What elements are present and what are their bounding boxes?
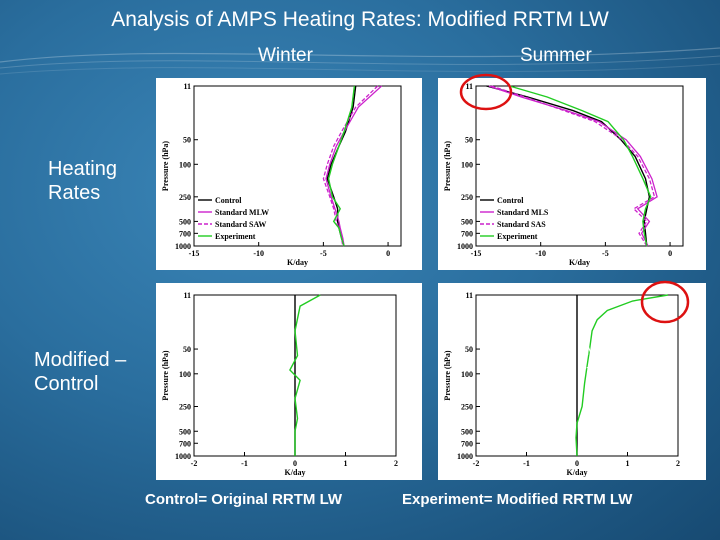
heating-summer-xtick-label: -5 xyxy=(602,249,609,258)
heating-winter-ytick-label: 50 xyxy=(183,136,191,145)
diff-winter-chart: 11 50 100 250 500 700 1000-2 -1 0 1 2 K/day Pressure… xyxy=(161,291,398,477)
max-delta-note: Max Δ ~1.8K/d xyxy=(510,293,556,325)
diff-winter-ytick-label: 100 xyxy=(179,370,191,379)
heating-winter-xtick-label: -5 xyxy=(320,249,327,258)
diff-winter-series-experiment xyxy=(289,294,321,456)
heating-winter-ytick-label: 11 xyxy=(183,82,191,91)
diff-winter-xtick-label: 0 xyxy=(293,459,297,468)
heating-summer-ytick-label: 50 xyxy=(465,136,473,145)
heating-summer-legend-label: Standard MLS xyxy=(497,208,549,217)
diff-summer-xtick-label: 2 xyxy=(676,459,680,468)
diff-summer-xtick-label: 1 xyxy=(626,459,630,468)
heating-winter-legend-label: Experiment xyxy=(215,232,256,241)
summer-column-title: Summer xyxy=(520,45,592,66)
diff-winter-panel: 11 50 100 250 500 700 1000 -2 -1 0 1 2 K/day Pressure… xyxy=(156,283,422,480)
diff-summer-xtick-label: -2 xyxy=(473,459,480,468)
heating-summer-ytick-label: 1000 xyxy=(457,242,473,251)
diff-winter-ytick-label: 250 xyxy=(179,403,191,412)
diff-winter-ytick-label: 50 xyxy=(183,345,191,354)
diff-summer-ytick-label: 250 xyxy=(461,403,473,412)
heating-winter-ytick-label: 1000 xyxy=(175,242,191,251)
heating-summer-legend-label: Control xyxy=(497,196,524,205)
heating-summer-series-experiment xyxy=(509,85,652,247)
heating-summer-legend-label: Standard SAS xyxy=(497,220,546,229)
heating-winter-ylabel: Pressure (hPa) xyxy=(161,141,170,191)
diff-winter-xtick-label: -2 xyxy=(191,459,198,468)
diff-summer-ytick-label: 500 xyxy=(461,427,473,436)
heating-winter-xtick-label: 0 xyxy=(386,249,390,258)
heating-winter-ytick-label: 500 xyxy=(179,217,191,226)
diff-winter-ytick-label: 11 xyxy=(183,291,191,300)
heating-winter-xtick-label: -15 xyxy=(189,249,200,258)
diff-summer-ytick-label: 50 xyxy=(465,345,473,354)
diff-summer-xlabel: K/day xyxy=(567,468,588,477)
heating-winter-xtick-label: -10 xyxy=(253,249,264,258)
slide-title: Analysis of AMPS Heating Rates: Modified… xyxy=(111,8,609,31)
diff-winter-ytick-label: 1000 xyxy=(175,452,191,461)
mt-delta-note: MT ΔT 5 days: ~9 K xyxy=(586,343,671,375)
heating-winter-series-experiment xyxy=(327,85,356,247)
heating-summer-legend-label: Experiment xyxy=(497,232,538,241)
control-definition: Control= Original RRTM LW xyxy=(145,491,343,508)
heating-summer-ytick-label: 11 xyxy=(465,82,473,91)
diff-summer-xtick-label: -1 xyxy=(523,459,530,468)
heating-summer-chart: 11 50 100 250 500 700 1000-15 -10 -5 0 K/day Pressu… xyxy=(443,82,684,267)
diff-winter-ylabel: Pressure (hPa) xyxy=(161,350,170,400)
diff-summer-series-experiment xyxy=(575,294,669,457)
diff-summer-ytick-label: 700 xyxy=(461,439,473,448)
diff-winter-ytick-label: 500 xyxy=(179,427,191,436)
heating-winter-axes-box xyxy=(193,85,402,247)
heating-summer-xtick-label: 0 xyxy=(668,249,672,258)
heating-summer-ytick-label: 700 xyxy=(461,229,473,238)
heating-rates-label: Heating Rates xyxy=(48,158,117,204)
heating-summer-axes-box xyxy=(475,85,684,247)
heating-winter-ytick-label: 250 xyxy=(179,193,191,202)
heating-winter-legend-label: Control xyxy=(215,196,242,205)
heating-winter-chart: 11 50 100 250 500 700 1000-15 -10 -5 0 K/day Pressu… xyxy=(161,82,402,267)
diff-summer-ylabel: Pressure (hPa) xyxy=(443,350,452,400)
heating-summer-ytick-label: 250 xyxy=(461,193,473,202)
heating-winter-ytick-label: 100 xyxy=(179,160,191,169)
heating-summer-series-standard-sas xyxy=(491,85,656,247)
heating-summer-xlabel: K/day xyxy=(569,258,590,267)
heating-summer-xtick-label: -15 xyxy=(471,249,482,258)
heating-summer-xtick-label: -10 xyxy=(535,249,546,258)
winter-column-title: Winter xyxy=(258,45,313,66)
heating-winter-legend-label: Standard MLW xyxy=(215,208,269,217)
diff-summer-ytick-label: 100 xyxy=(461,370,473,379)
heating-summer-series-standard-mls xyxy=(488,85,658,247)
heating-summer-ylabel: Pressure (hPa) xyxy=(443,141,452,191)
diff-winter-xtick-label: 2 xyxy=(394,459,398,468)
diff-winter-xtick-label: -1 xyxy=(241,459,248,468)
heating-summer-ytick-label: 500 xyxy=(461,217,473,226)
heating-winter-ytick-label: 700 xyxy=(179,229,191,238)
experiment-definition: Experiment= Modified RRTM LW xyxy=(402,491,633,508)
diff-winter-xtick-label: 1 xyxy=(344,459,348,468)
heating-winter-xlabel: K/day xyxy=(287,258,308,267)
heating-winter-series-standard-mlw xyxy=(325,85,383,247)
heating-summer-panel: 11 50 100 250 500 700 1000 -15 -10 -5 0 K/day Pressu… xyxy=(438,78,706,270)
modified-control-label: Modified – Control xyxy=(34,349,127,395)
diff-summer-xtick-label: 0 xyxy=(575,459,579,468)
heating-winter-panel: 11 50 100 250 500 700 1000 -15 -10 -5 0 K/day Pressu… xyxy=(156,78,422,270)
heating-summer-series-control xyxy=(486,85,651,247)
diff-winter-xlabel: K/day xyxy=(285,468,306,477)
diff-winter-ytick-label: 700 xyxy=(179,439,191,448)
diff-summer-ytick-label: 11 xyxy=(465,291,473,300)
heating-winter-legend-label: Standard SAW xyxy=(215,220,266,229)
heating-summer-ytick-label: 100 xyxy=(461,160,473,169)
diff-summer-chart: 11 50 100 250 500 700 1000-2 -1 0 1 2 K/day Pressure… xyxy=(443,291,680,477)
diff-summer-ytick-label: 1000 xyxy=(457,452,473,461)
